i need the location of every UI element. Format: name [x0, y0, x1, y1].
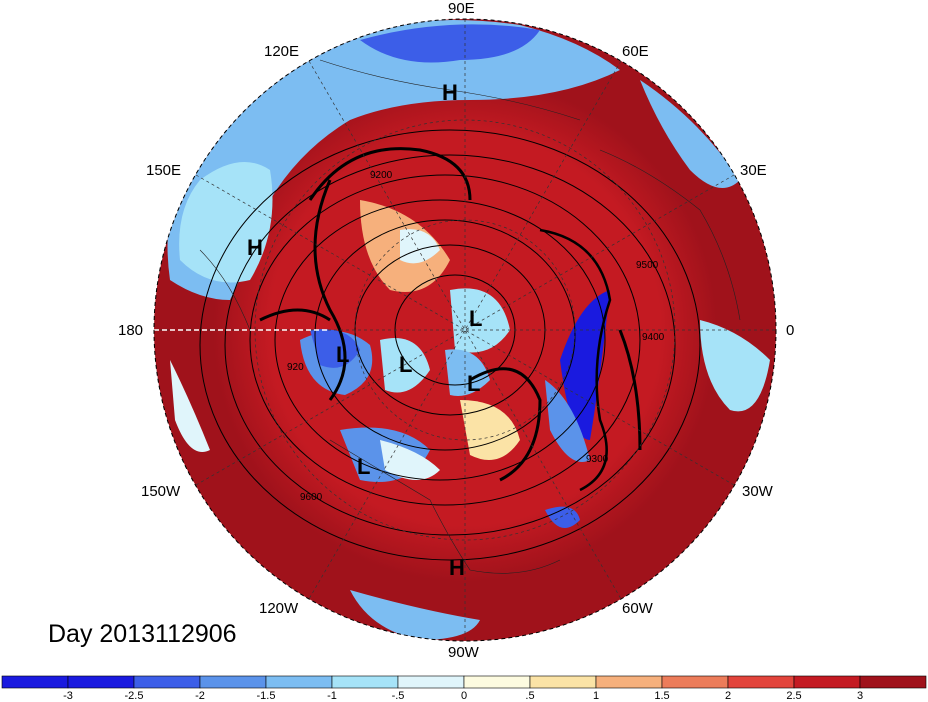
high-pressure-marker: H — [442, 80, 458, 105]
colorbar-swatch — [595, 675, 663, 689]
lon-label-90e: 90E — [448, 0, 475, 17]
low-pressure-marker: L — [357, 454, 370, 479]
geopotential-contours — [199, 129, 701, 561]
lon-label-60w: 60W — [622, 600, 654, 617]
contour-label: 920 — [287, 362, 304, 373]
colorbar-tick-label: 1.5 — [654, 690, 669, 702]
colorbar-tick-label: -.5 — [392, 690, 405, 702]
colorbar-tick-label: 3 — [857, 690, 863, 702]
colorbar-swatch — [397, 675, 465, 689]
colorbar-swatch — [463, 675, 531, 689]
colorbar-tick-label: 1 — [593, 690, 599, 702]
colorbar-swatch — [793, 675, 861, 689]
contour-label: 9600 — [300, 492, 323, 503]
colorbar-swatch — [1, 675, 69, 689]
colorbar-swatch — [859, 675, 927, 689]
lon-label-30e: 30E — [740, 162, 767, 179]
map-boundary — [153, 18, 777, 642]
colorbar-tick-label: 2 — [725, 690, 731, 702]
colorbar-swatch — [133, 675, 201, 689]
lon-label-60e: 60E — [622, 43, 649, 60]
colorbar-tick-label: -2.5 — [125, 690, 144, 702]
lon-label-120w: 120W — [259, 600, 299, 617]
colorbar-swatch — [67, 675, 135, 689]
contour-label: 9400 — [642, 332, 665, 343]
high-pressure-marker: H — [247, 235, 263, 260]
colorbar-tick-label: .5 — [525, 690, 534, 702]
graticule — [154, 19, 776, 641]
colorbar-swatch — [331, 675, 399, 689]
lon-label-90w: 90W — [448, 644, 480, 661]
colorbar-tick-label: 2.5 — [786, 690, 801, 702]
colorbar-tick-label: -1.5 — [257, 690, 276, 702]
colorbar-swatch — [265, 675, 333, 689]
lon-label-180: 180 — [118, 322, 143, 339]
colorbar-swatch — [529, 675, 597, 689]
coastlines — [199, 59, 741, 574]
colorbar-swatch — [199, 675, 267, 689]
colorbar-tick-label: -3 — [63, 690, 73, 702]
contour-label: 9200 — [370, 170, 393, 181]
contour-label: 9300 — [586, 454, 609, 465]
low-pressure-marker: L — [399, 352, 412, 377]
colorbar-swatch — [661, 675, 729, 689]
lon-label-120e: 120E — [264, 43, 299, 60]
contour-label: 9500 — [636, 260, 659, 271]
colorbar-tick-label: -1 — [327, 690, 337, 702]
lon-label-30w: 30W — [742, 483, 774, 500]
day-label: Day 2013112906 — [48, 620, 237, 648]
low-pressure-marker: L — [336, 342, 349, 367]
colorbar-tick-label: -2 — [195, 690, 205, 702]
colorbar-swatch — [727, 675, 795, 689]
lon-label-0: 0 — [786, 322, 794, 339]
low-pressure-marker: L — [467, 371, 480, 396]
colorbar: -3 -2.5 -2 -1.5 -1 -.5 0 .5 1 1.5 2 2.5 3 — [1, 675, 927, 702]
lon-label-150w: 150W — [141, 483, 181, 500]
low-pressure-marker: L — [469, 306, 482, 331]
colorbar-tick-label: 0 — [461, 690, 467, 702]
high-pressure-marker: H — [449, 555, 465, 580]
lon-label-150e: 150E — [146, 162, 181, 179]
